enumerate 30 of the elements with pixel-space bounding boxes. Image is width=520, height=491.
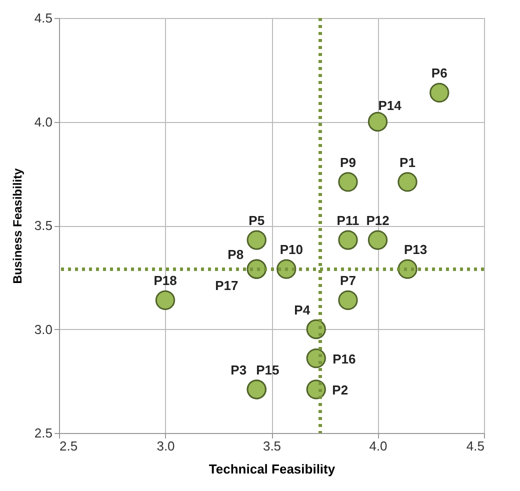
series-label: P11 [336,213,360,228]
series-label: P12 [366,213,390,228]
series-label: P1 [400,154,416,170]
x-axis-title: Technical Feasibility [208,462,336,476]
series-label: P6 [431,66,448,81]
y-tick-label: 3.0 [34,322,52,337]
series-label: P4 [294,302,311,318]
x-tick-label: 4.5 [466,438,484,454]
series-label: P16 [332,351,356,366]
series-label: P7 [340,273,356,288]
series-label: P14 [378,98,402,113]
x-tick-label: 2.5 [60,438,78,454]
series-label: P5 [248,213,265,228]
x-tick-label: 3.0 [156,438,175,454]
x-tick-label: 4.0 [369,438,388,454]
series-label: P10 [280,242,303,258]
y-tick-label: 3.5 [34,218,52,233]
y-axis-title: Business Feasibility [10,168,24,284]
series-label: P9 [340,154,356,170]
series-label: P17 [215,278,238,294]
series-label: P13 [404,242,428,258]
y-tick-label: 4.0 [34,114,52,130]
series-label: P18 [154,273,177,288]
series-label: P8 [228,247,244,262]
y-tick-label: 2.5 [34,426,52,440]
series-label: P15 [256,362,280,378]
series-label: P2 [332,382,348,398]
x-tick-label: 3.5 [262,438,282,454]
y-tick-label: 4.5 [34,10,52,26]
series-label: P3 [230,362,247,378]
